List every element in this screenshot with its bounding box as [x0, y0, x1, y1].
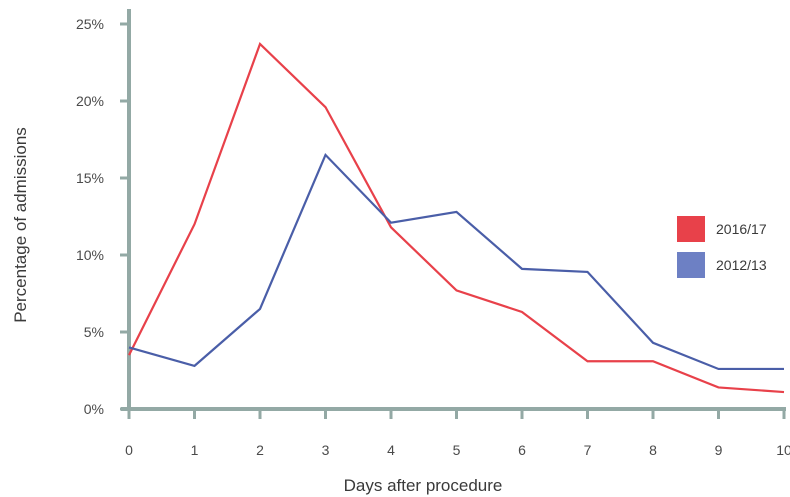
- y-tick-label: 5%: [84, 324, 104, 340]
- x-tick-label: 5: [453, 442, 461, 458]
- x-tick-label: 10: [776, 442, 790, 458]
- x-tick-label: 1: [191, 442, 199, 458]
- x-tick-label: 2: [256, 442, 264, 458]
- x-tick-label: 3: [322, 442, 330, 458]
- legend: 2016/17 2012/13: [677, 216, 767, 278]
- legend-swatch: [677, 252, 705, 278]
- x-tick-label: 6: [518, 442, 526, 458]
- x-tick-label: 8: [649, 442, 657, 458]
- y-tick-label: 0%: [84, 401, 104, 417]
- legend-label: 2012/13: [716, 257, 767, 273]
- y-tick-label: 20%: [76, 93, 104, 109]
- y-tick-label: 10%: [76, 247, 104, 263]
- y-tick-label: 15%: [76, 170, 104, 186]
- x-tick-label: 9: [715, 442, 723, 458]
- legend-label: 2016/17: [716, 221, 767, 237]
- x-tick-label: 4: [387, 442, 395, 458]
- x-tick-label: 0: [125, 442, 133, 458]
- y-tick-label: 25%: [76, 16, 104, 32]
- y-axis-title: Percentage of admissions: [11, 127, 30, 323]
- x-tick-label: 7: [584, 442, 592, 458]
- legend-swatch: [677, 216, 705, 242]
- x-axis-title: Days after procedure: [344, 476, 503, 495]
